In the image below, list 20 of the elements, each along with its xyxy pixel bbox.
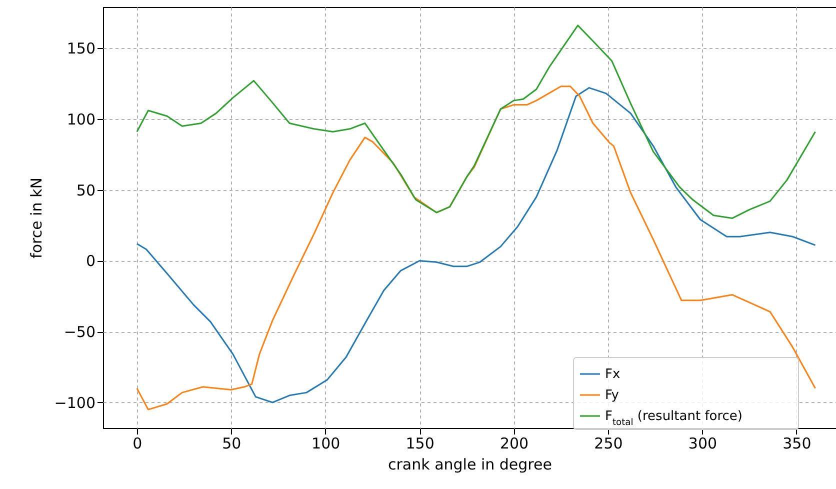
x-tick-label: 200 <box>500 434 529 452</box>
y-tick-label: −50 <box>64 323 96 342</box>
legend-label: Fy <box>605 388 620 403</box>
x-tick-label: 300 <box>688 434 718 452</box>
x-tick-label: 0 <box>132 434 142 452</box>
x-tick-label: 50 <box>222 434 242 452</box>
legend-label: Fx <box>605 367 620 382</box>
y-tick-label: 50 <box>76 181 96 200</box>
x-tick-label: 350 <box>782 434 812 452</box>
y-tick-label: 150 <box>66 40 96 58</box>
x-tick-label: 150 <box>406 434 434 452</box>
legend-label: F$_{total}$ (resultant force) <box>605 409 743 428</box>
y-tick-label: 0 <box>86 252 96 270</box>
x-tick-label: 250 <box>594 434 623 452</box>
x-axis-title: crank angle in degree <box>388 456 552 474</box>
line-series <box>136 24 816 219</box>
y-tick-label: 100 <box>66 110 96 128</box>
x-tick-label: 100 <box>312 434 340 452</box>
y-tick-label: −100 <box>54 394 96 412</box>
y-axis-title: force in kN <box>27 178 46 258</box>
